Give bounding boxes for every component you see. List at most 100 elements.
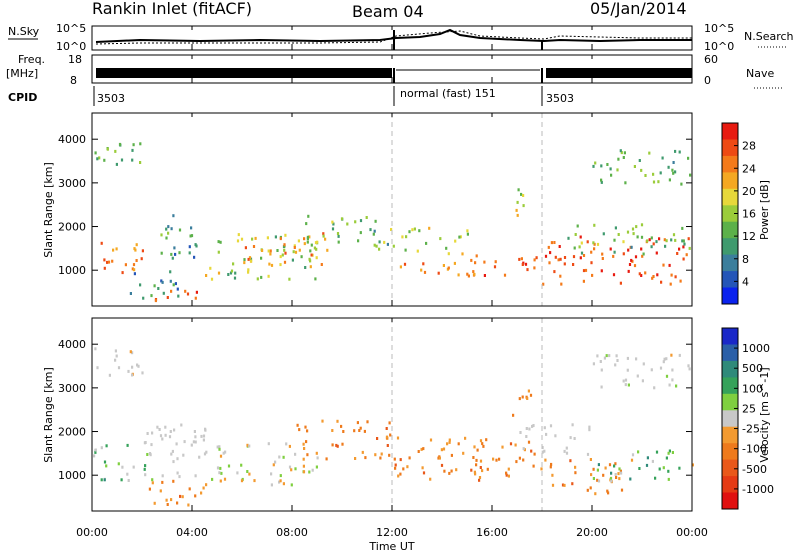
velocity-cell <box>158 428 161 431</box>
power-cell <box>633 165 636 168</box>
velocity-cell <box>662 466 665 470</box>
power-cell <box>593 242 596 246</box>
velocity-cell <box>302 442 305 446</box>
velocity-cell <box>178 475 181 479</box>
velocity-cell <box>402 467 405 471</box>
velocity-cell <box>126 472 129 476</box>
power-cell <box>308 235 311 239</box>
velocity-cell <box>279 479 282 483</box>
station-title: Rankin Inlet (fitACF) <box>92 0 252 18</box>
velocity-cell <box>589 458 592 461</box>
velocity-cell <box>193 430 196 433</box>
power-cell <box>96 157 99 161</box>
power-cell <box>646 239 649 243</box>
power-cell <box>314 241 318 245</box>
velocity-cell <box>450 469 453 473</box>
velocity-cell <box>181 495 184 499</box>
power-cell <box>682 239 685 243</box>
velocity-cell <box>143 467 146 471</box>
velocity-cell <box>194 474 197 478</box>
power-cell <box>633 264 637 268</box>
power-cell <box>593 247 596 251</box>
power-colorbar-swatch <box>722 155 738 173</box>
velocity-colorbar-tick-label: 500 <box>742 362 763 375</box>
velocity-cell <box>668 449 671 453</box>
velocity-cell <box>443 469 446 473</box>
power-cell <box>672 171 675 175</box>
velocity-cell <box>448 471 451 475</box>
velocity-cell <box>515 460 518 464</box>
nsky-tick-low: 10^0 <box>56 40 86 53</box>
velocity-cell <box>455 468 458 472</box>
velocity-cell <box>302 470 306 474</box>
velocity-cell <box>631 453 635 457</box>
velocity-cell <box>586 488 589 492</box>
power-cell <box>600 164 603 168</box>
velocity-cell <box>662 360 665 364</box>
power-cell <box>683 242 686 246</box>
velocity-cell <box>438 456 441 460</box>
velocity-cell <box>590 473 593 477</box>
velocity-cell <box>478 476 482 479</box>
velocity-cell <box>565 446 568 450</box>
power-cell <box>472 270 475 274</box>
power-cell <box>652 275 655 278</box>
velocity-cell <box>216 466 220 470</box>
velocity-cell <box>421 466 424 470</box>
power-cell <box>590 250 593 254</box>
velocity-cell <box>659 366 663 370</box>
power-cell <box>237 233 240 237</box>
power-cell <box>580 251 584 255</box>
velocity-cell <box>219 454 223 458</box>
x-tick-label: 00:00 <box>676 526 708 539</box>
power-cell <box>219 240 222 244</box>
time-x-axis: 00:00 04:00 08:00 12:00 16:00 20:00 00:00 <box>76 26 708 539</box>
velocity-cell <box>340 424 343 428</box>
velocity-cell <box>671 451 674 454</box>
velocity-cell <box>691 463 694 467</box>
power-cell <box>169 270 172 274</box>
power-cell <box>115 247 118 251</box>
power-cell <box>503 273 507 277</box>
power-cell <box>284 251 287 255</box>
velocity-cell <box>341 442 344 446</box>
power-cell <box>337 240 340 244</box>
power-cell <box>106 260 109 264</box>
power-cell <box>632 232 635 236</box>
velocity-panel: 1000 2000 3000 4000 Slant Range [km] 1000 50… <box>42 317 774 512</box>
velocity-cell <box>602 473 605 477</box>
velocity-cell <box>485 438 488 442</box>
power-cell <box>167 231 170 235</box>
power-cell <box>483 274 486 277</box>
velocity-colorbar-swatch <box>722 492 738 510</box>
power-cell <box>682 257 685 261</box>
velocity-cell <box>651 459 654 463</box>
power-cell <box>153 284 156 288</box>
power-cell <box>420 268 423 272</box>
power-cell <box>309 249 312 253</box>
velocity-scatter <box>93 318 694 511</box>
power-cell <box>567 236 570 240</box>
power-cell <box>309 259 312 263</box>
power-cell <box>243 261 246 265</box>
velocity-cell <box>200 491 203 495</box>
velocity-cell <box>609 476 613 480</box>
power-cell <box>310 253 313 257</box>
power-cell <box>139 142 142 146</box>
velocity-cell <box>479 466 482 469</box>
power-colorbar-tick-label: 8 <box>742 253 749 266</box>
power-cell <box>560 282 563 286</box>
velocity-cell <box>545 432 548 436</box>
x-tick-label: 00:00 <box>76 526 108 539</box>
power-cell <box>184 289 187 293</box>
power-cell <box>251 237 254 241</box>
velocity-cell <box>164 433 167 437</box>
velocity-cell <box>131 351 134 355</box>
velocity-cell <box>597 463 600 467</box>
velocity-cell <box>533 452 536 456</box>
power-cell <box>641 254 644 258</box>
velocity-colorbar-swatch <box>722 393 738 411</box>
velocity-colorbar-swatch <box>722 426 738 444</box>
velocity-cell <box>626 356 629 360</box>
velocity-cell <box>507 474 510 478</box>
